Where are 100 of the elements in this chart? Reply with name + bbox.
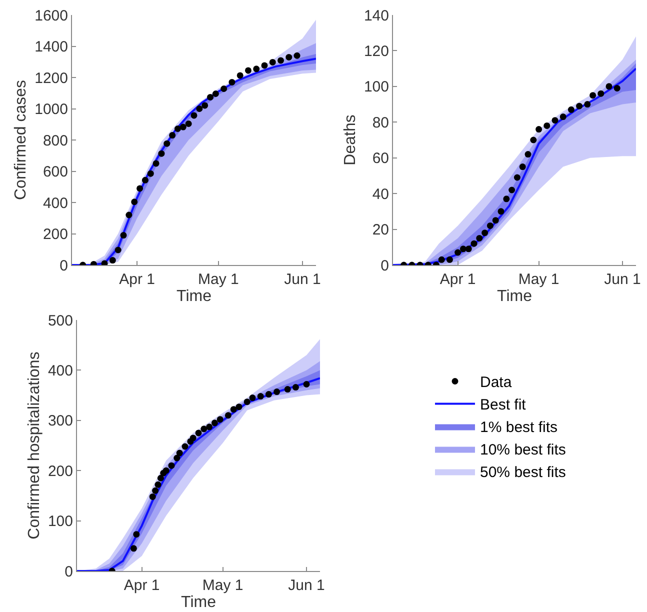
point: [131, 198, 138, 206]
point: [454, 249, 462, 256]
point: [286, 54, 292, 60]
y-tick-label: 400: [48, 362, 73, 380]
x-tick-label: Apr 1: [440, 271, 476, 288]
y-tick-label: 20: [372, 222, 389, 239]
y-tick-label: 600: [42, 164, 68, 180]
point: [261, 62, 268, 69]
y-tick-label: 800: [42, 132, 68, 150]
point: [158, 150, 165, 157]
y-axis-title: Deaths: [342, 114, 359, 166]
point: [446, 256, 453, 263]
point: [196, 106, 203, 112]
point: [303, 381, 310, 388]
y-tick-label: 80: [372, 114, 389, 132]
y-tick-label: 100: [48, 513, 73, 530]
point: [278, 57, 284, 64]
point: [206, 424, 213, 430]
point: [576, 102, 583, 110]
point: [190, 112, 198, 119]
y-tick-label: 1600: [34, 7, 68, 24]
point: [249, 394, 256, 402]
y-tick-label: 100: [364, 78, 389, 96]
legend-label: 1% best fits: [480, 419, 558, 436]
x-axis-title: Time: [497, 288, 532, 305]
x-tick-label: May 1: [202, 577, 244, 594]
point: [269, 58, 276, 66]
x-tick-label: Apr 1: [119, 271, 155, 288]
point: [176, 450, 183, 456]
point: [584, 101, 591, 108]
point: [519, 164, 526, 170]
legend-label: Best fit: [480, 396, 527, 414]
y-tick-label: 1400: [34, 38, 68, 56]
point: [101, 260, 108, 265]
point: [292, 384, 299, 391]
point: [560, 114, 566, 120]
x-tick-label: Jun 1: [604, 271, 641, 288]
point: [126, 212, 132, 218]
point: [614, 84, 620, 92]
point: [228, 78, 236, 86]
point: [253, 66, 260, 72]
point: [236, 404, 242, 410]
point: [120, 232, 127, 239]
y-axis-title: Confirmed hospitalizations: [26, 352, 43, 540]
legend-label: 10% best fits: [480, 442, 566, 459]
y-tick-label: 500: [48, 312, 73, 330]
point: [536, 126, 542, 133]
point: [590, 92, 596, 99]
point: [182, 443, 188, 450]
point: [230, 406, 237, 413]
point: [492, 217, 499, 224]
point: [157, 474, 164, 482]
point: [168, 462, 175, 469]
legend-label: Data: [480, 374, 512, 392]
point: [508, 186, 516, 194]
point: [142, 176, 148, 184]
x-tick-label: Jun 1: [284, 271, 321, 288]
point: [244, 67, 252, 74]
point: [195, 430, 202, 436]
point: [598, 90, 604, 97]
y-tick-label: 400: [42, 194, 68, 212]
point: [202, 102, 208, 109]
point: [438, 256, 445, 263]
point: [257, 393, 264, 400]
point: [174, 126, 181, 132]
point: [606, 83, 612, 90]
point: [147, 170, 154, 177]
point: [149, 493, 156, 500]
point: [465, 246, 472, 252]
point: [544, 122, 550, 129]
x-tick-label: May 1: [518, 271, 560, 288]
y-tick-label: 0: [64, 563, 73, 580]
point: [470, 240, 478, 247]
legend-label: 50% best fits: [480, 464, 566, 482]
point: [154, 481, 162, 488]
point: [236, 72, 244, 79]
x-axis-title: Time: [181, 594, 216, 611]
y-tick-label: 1000: [34, 101, 68, 118]
point: [486, 222, 494, 229]
y-tick-label: 0: [380, 257, 389, 274]
point: [265, 391, 272, 398]
point: [482, 230, 488, 236]
point: [133, 531, 140, 538]
point: [524, 151, 532, 158]
y-tick-label: 200: [42, 226, 68, 243]
point: [568, 106, 574, 113]
point: [162, 467, 170, 474]
y-tick-label: 0: [60, 257, 68, 274]
point: [476, 234, 483, 242]
point: [212, 90, 219, 97]
point: [109, 257, 116, 264]
point: [514, 174, 520, 181]
x-tick-label: Apr 1: [124, 577, 160, 594]
point: [460, 246, 466, 252]
point: [130, 545, 137, 552]
y-tick-label: 60: [372, 150, 389, 168]
point: [274, 388, 280, 396]
point: [164, 140, 170, 147]
point: [530, 136, 537, 144]
point: [174, 454, 180, 462]
